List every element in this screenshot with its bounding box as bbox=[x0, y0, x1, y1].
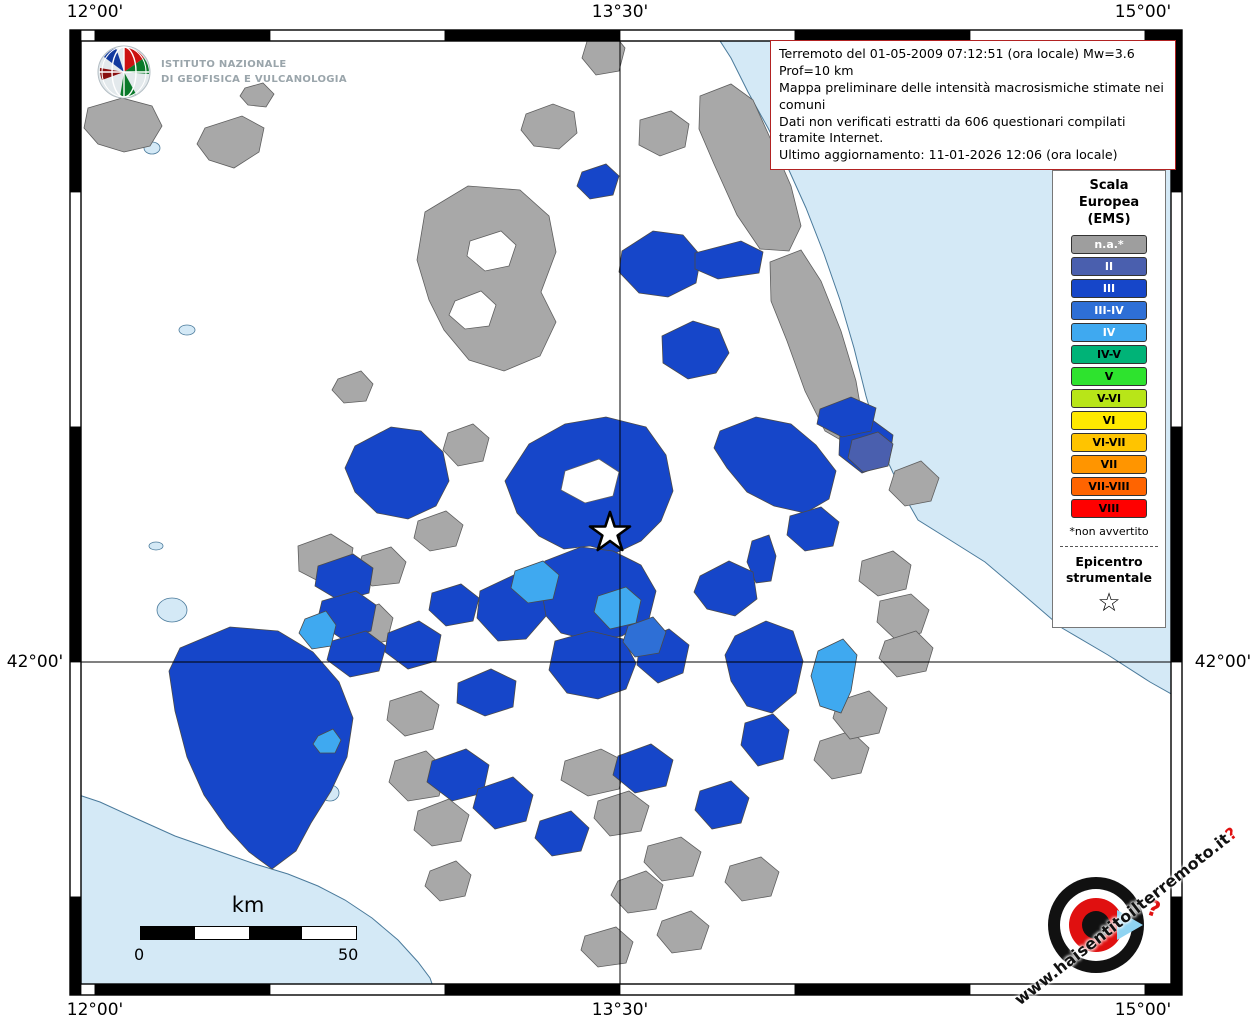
axis-label-top-left: 12°00' bbox=[66, 2, 124, 22]
scale-segment bbox=[248, 927, 303, 939]
municipalities-na-group bbox=[83, 41, 940, 968]
legend-item: III bbox=[1057, 278, 1161, 298]
legend-swatch-v: V bbox=[1071, 366, 1147, 386]
legend-item: II bbox=[1057, 256, 1161, 276]
legend-swatch-iii: III bbox=[1071, 278, 1147, 298]
watermark-play-icon bbox=[1117, 910, 1143, 940]
ingv-org-line1: ISTITUTO NAZIONALE bbox=[161, 59, 287, 70]
epicenter-star-icon bbox=[588, 510, 632, 552]
scale-bar-end: 50 bbox=[338, 945, 359, 964]
legend-footnote: *non avvertito bbox=[1069, 524, 1149, 538]
legend-divider bbox=[1060, 545, 1158, 547]
graticule bbox=[81, 41, 1171, 984]
legend-title-line2: Europea bbox=[1078, 194, 1140, 210]
axis-label-right: 42°00' bbox=[1194, 652, 1252, 672]
legend-item: n.a.* bbox=[1057, 234, 1161, 254]
legend-item: VIII bbox=[1057, 498, 1161, 518]
legend-swatch-vi: VI bbox=[1071, 410, 1147, 430]
event-info-line1: Terremoto del 01-05-2009 07:12:51 (ora l… bbox=[779, 46, 1135, 78]
legend-swatch-ii: II bbox=[1071, 256, 1147, 276]
legend-item: VI bbox=[1057, 410, 1161, 430]
axis-label-bottom-center: 13°30' bbox=[591, 1000, 649, 1020]
legend-swatch-vii-viii: VII-VIII bbox=[1071, 476, 1147, 496]
municipalities-iii-group bbox=[168, 163, 894, 870]
ingv-logo: ISTITUTO NAZIONALE DI GEOFISICA E VULCAN… bbox=[96, 44, 347, 100]
legend-items: n.a.* II III III-IV IV IV-V V V-VI VI VI-VII VII VI… bbox=[1057, 234, 1161, 518]
axis-label-top-center: 13°30' bbox=[591, 2, 649, 22]
legend-swatch-iv-v: IV-V bbox=[1071, 344, 1147, 364]
legend-swatch-vii: VII bbox=[1071, 454, 1147, 474]
watermark-site-text: www.haisentitoilterremoto.it? bbox=[1011, 823, 1241, 1009]
municipalities-iii-iv-group bbox=[622, 431, 894, 658]
legend-item: IV bbox=[1057, 322, 1161, 342]
legend-item: V-VI bbox=[1057, 388, 1161, 408]
legend-swatch-v-vi: V-VI bbox=[1071, 388, 1147, 408]
legend-title-line1: Scala bbox=[1089, 178, 1129, 193]
axis-label-bottom-left: 12°00' bbox=[66, 1000, 124, 1020]
legend-swatch-iv: IV bbox=[1071, 322, 1147, 342]
legend-item: VI-VII bbox=[1057, 432, 1161, 452]
event-info-box: Terremoto del 01-05-2009 07:12:51 (ora l… bbox=[770, 40, 1176, 171]
legend-swatch-vi-vii: VI-VII bbox=[1071, 432, 1147, 452]
legend-swatch-iii-iv: III-IV bbox=[1071, 300, 1147, 320]
ingv-org-line2: DI GEOFISICA E VULCANOLOGIA bbox=[161, 74, 347, 85]
axis-label-left: 42°00' bbox=[6, 652, 64, 672]
legend-title-line3: (EMS) bbox=[1087, 211, 1131, 227]
legend-item: III-IV bbox=[1057, 300, 1161, 320]
event-info-line3: Dati non verificati estratti da 606 ques… bbox=[779, 113, 1126, 146]
scale-segment bbox=[141, 927, 195, 939]
event-info-line4: Ultimo aggiornamento: 11-01-2026 12:06 (… bbox=[779, 147, 1118, 163]
legend-epicenter-star-icon: ☆ bbox=[1097, 588, 1121, 619]
municipalities-iv-group bbox=[298, 560, 858, 754]
legend-epicenter-line1: Epicentro bbox=[1075, 553, 1143, 569]
legend-item: VII bbox=[1057, 454, 1161, 474]
legend-epicenter-line2: strumentale bbox=[1065, 569, 1153, 585]
scale-segment bbox=[194, 927, 249, 939]
scale-segment bbox=[302, 927, 356, 939]
ingv-globe-icon bbox=[97, 45, 151, 99]
map-frame bbox=[69, 29, 1183, 996]
legend-swatch-viii: VIII bbox=[1071, 498, 1147, 518]
scale-bar-segments bbox=[140, 926, 357, 940]
scale-bar-unit: km bbox=[231, 893, 265, 917]
legend-swatch-n-a-: n.a.* bbox=[1071, 234, 1147, 254]
haisentitoilterremoto-watermark: ? www.haisentitoilterremoto.it? bbox=[1011, 823, 1241, 1009]
legend-item: V bbox=[1057, 366, 1161, 386]
event-info-line2: Mappa preliminare delle intensità macros… bbox=[779, 79, 1164, 112]
watermark-center-dot bbox=[1082, 911, 1110, 939]
axis-label-top-right: 15°00' bbox=[1114, 2, 1172, 22]
scale-bar: km 0 50 bbox=[130, 893, 370, 964]
scale-bar-start: 0 bbox=[134, 945, 145, 964]
intensity-legend: Scala Europea (EMS) n.a.* II III III-IV IV IV… bbox=[1052, 170, 1166, 628]
legend-item: VII-VIII bbox=[1057, 476, 1161, 496]
legend-item: IV-V bbox=[1057, 344, 1161, 364]
axis-label-bottom-right: 15°00' bbox=[1114, 1000, 1172, 1020]
